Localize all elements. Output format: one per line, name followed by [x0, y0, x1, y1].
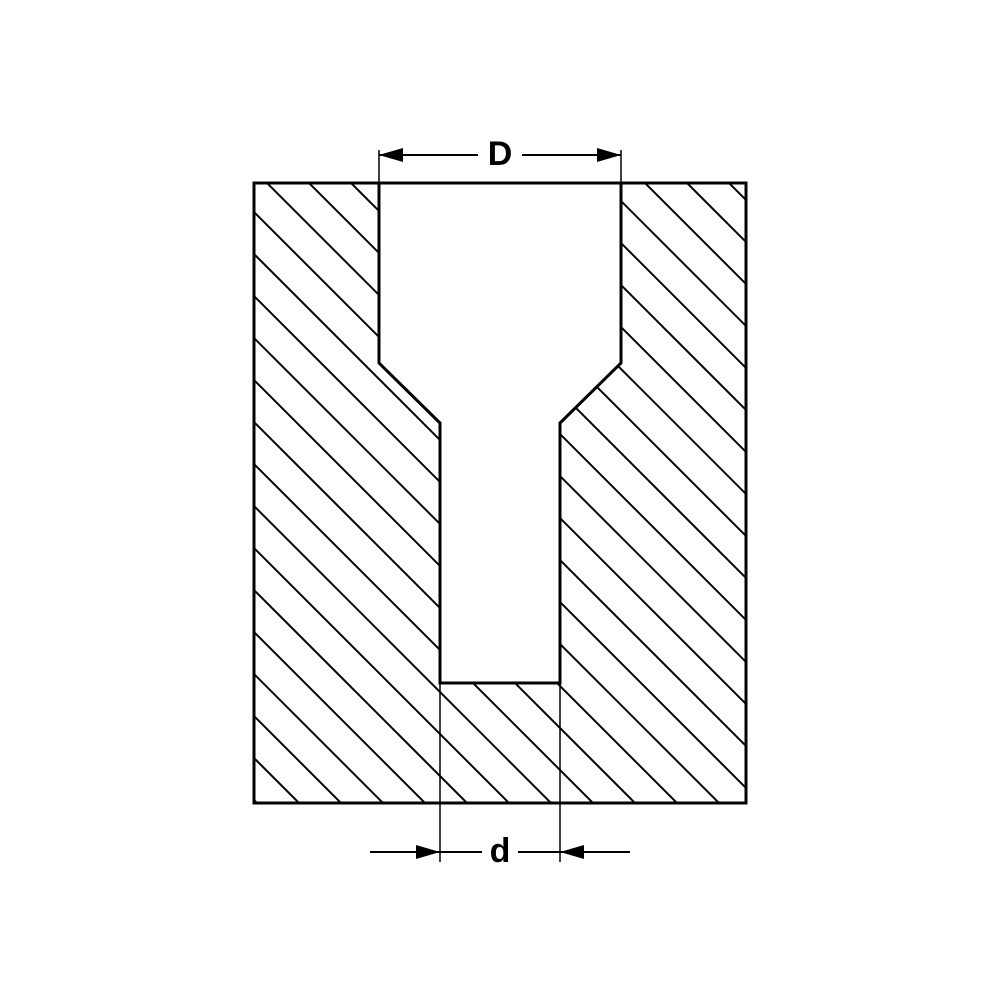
dimension-D-label: D	[488, 135, 513, 173]
dimension-d-label: d	[490, 832, 511, 870]
dimension-D: D	[379, 133, 621, 183]
